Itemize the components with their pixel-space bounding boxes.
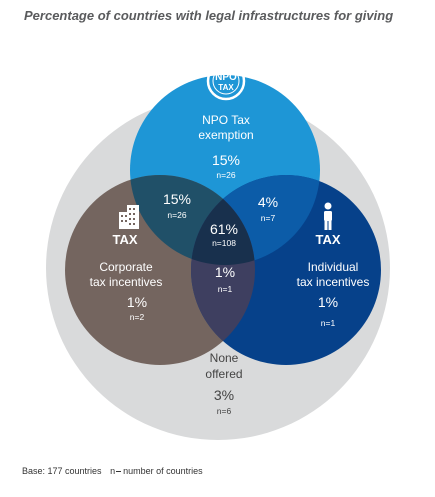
footnote-key-text: number of countries xyxy=(123,466,203,476)
npo-region-pct: 15% xyxy=(212,152,240,168)
npo-corporate-n: n=26 xyxy=(167,210,186,220)
individual-icon-label: TAX xyxy=(315,232,340,247)
npo-badge-label-bottom: TAX xyxy=(218,83,234,92)
npo-region-label-line2: exemption xyxy=(198,128,253,142)
center-n: n=108 xyxy=(212,238,236,248)
footnote-base: Base: 177 countries xyxy=(22,466,102,476)
center-pct: 61% xyxy=(210,221,238,237)
individual-region-label-line1: Individual xyxy=(308,260,359,274)
individual-region-pct: 1% xyxy=(318,294,338,310)
equals-dash-icon xyxy=(116,470,122,473)
none-region-label-line1: None xyxy=(210,351,239,365)
npo-tax-badge-icon: NPO TAX xyxy=(206,61,246,101)
npo-region-label-line1: NPO Tax xyxy=(202,113,250,127)
npo-region-n: n=26 xyxy=(216,170,235,180)
corporate-region-n: n=2 xyxy=(130,312,145,322)
npo-individual-pct: 4% xyxy=(258,194,278,210)
footnote-key-n: n xyxy=(110,466,116,476)
none-region-n: n=6 xyxy=(217,406,232,416)
corporate-region-pct: 1% xyxy=(127,294,147,310)
person-tax-icon: TAX xyxy=(315,202,341,247)
footnote: Base: 177 countries n number of countries xyxy=(22,466,203,476)
venn-diagram: NPO TAX TAX TAX NPO Tax exemption 15% n=… xyxy=(46,61,390,440)
chart-title: Percentage of countries with legal infra… xyxy=(24,8,394,23)
npo-corporate-pct: 15% xyxy=(163,191,191,207)
npo-badge-label-top: NPO xyxy=(215,72,237,83)
corporate-individual-n: n=1 xyxy=(218,284,233,294)
individual-region-n: n=1 xyxy=(321,318,336,328)
individual-region-label-line2: tax incentives xyxy=(297,275,370,289)
corporate-individual-pct: 1% xyxy=(215,264,235,280)
none-region-pct: 3% xyxy=(214,387,234,403)
corporate-region-label-line1: Corporate xyxy=(99,260,153,274)
building-tax-icon: TAX xyxy=(112,205,139,247)
none-region-label-line2: offered xyxy=(205,367,242,381)
npo-individual-n: n=7 xyxy=(261,213,276,223)
center-overlap xyxy=(191,175,255,265)
corporate-region-label-line2: tax incentives xyxy=(90,275,163,289)
corporate-icon-label: TAX xyxy=(112,232,137,247)
